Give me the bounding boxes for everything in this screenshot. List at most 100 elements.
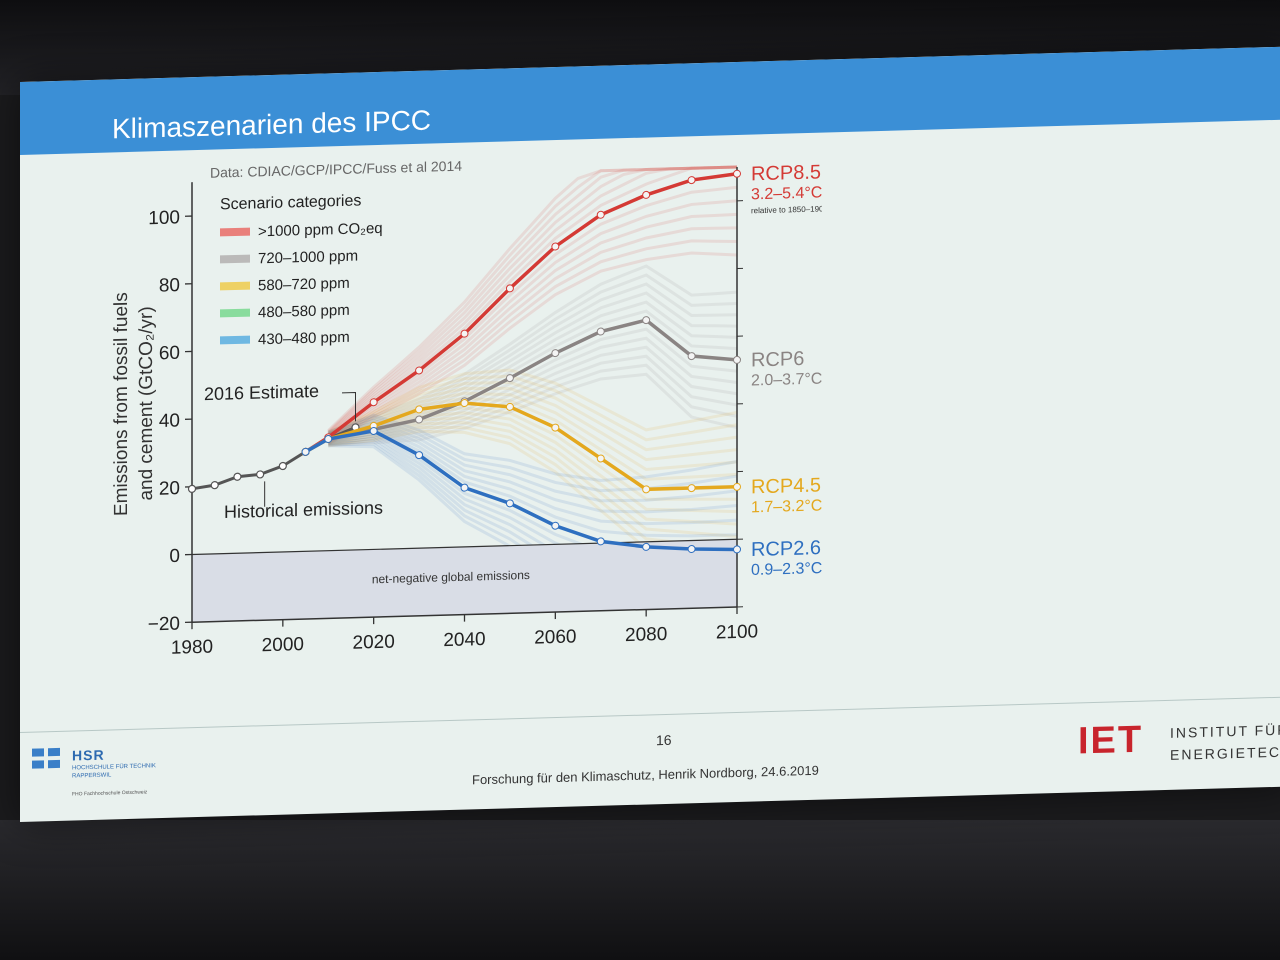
- rcp26-point: [415, 451, 424, 460]
- hsr-name: HSR: [72, 746, 105, 764]
- rcp85-point: [596, 210, 605, 219]
- rcp26-point: [505, 499, 514, 508]
- page-number: 16: [656, 731, 672, 749]
- rcp6-point: [415, 415, 424, 424]
- rcp85-point: [687, 176, 696, 185]
- rcp85-point: [551, 242, 560, 251]
- historical-annotation: Historical emissions: [224, 498, 383, 522]
- slide-title: Klimaszenarien des IPCC: [112, 104, 432, 145]
- series-layer: [187, 169, 741, 554]
- rcp26-point: [369, 426, 378, 435]
- rcp85-point: [505, 284, 514, 293]
- rcp45-point: [551, 423, 560, 432]
- x-tick-label: 2080: [625, 624, 667, 646]
- y-tick-label: −20: [148, 614, 180, 636]
- historical-point: [187, 484, 197, 493]
- rcp45-point: [505, 402, 514, 411]
- y-tick-label: 20: [159, 478, 180, 500]
- rcp26-point: [324, 435, 333, 444]
- historical-point: [210, 481, 219, 490]
- rcp6-point: [551, 349, 560, 358]
- chart-source-label: Data: CDIAC/GCP/IPCC/Fuss et al 2014: [210, 158, 462, 181]
- rcp85-range: 3.2–5.4°C: [751, 184, 822, 203]
- rcp85-point: [642, 190, 651, 199]
- rcp45-point: [642, 485, 651, 494]
- legend-title: Scenario categories: [220, 192, 361, 213]
- x-tick-label: 1980: [171, 637, 213, 659]
- zero-line: [192, 538, 737, 556]
- institute-name-line-2: ENERGIETECH: [1170, 743, 1280, 763]
- x-tick-label: 2000: [262, 634, 304, 656]
- hsr-subtitle-2: RAPPERSWIL: [72, 772, 112, 780]
- room-background-bottom: [0, 820, 1280, 960]
- legend-label: 720–1000 ppm: [258, 248, 358, 268]
- rcp26-point: [733, 545, 741, 554]
- rcp45-point: [415, 405, 424, 414]
- rcp26-point: [642, 542, 651, 551]
- rcp85-point: [415, 366, 424, 375]
- x-tick-label: 2060: [534, 626, 576, 648]
- rcp6-label: RCP6: [751, 348, 804, 371]
- rcp45-label: RCP4.5: [751, 474, 821, 498]
- rcp6-point: [733, 355, 741, 364]
- rcp26-point: [460, 483, 469, 492]
- estimate-pointer: [342, 392, 356, 422]
- rcp45-point: [733, 482, 741, 491]
- net-negative-area: [192, 539, 737, 623]
- rcp6-point: [505, 374, 514, 383]
- rcp26-label: RCP2.6: [751, 537, 821, 561]
- legend-label: 580–720 ppm: [258, 275, 350, 295]
- chart-labels: Data: CDIAC/GCP/IPCC/Fuss et al 2014 RCP8…: [204, 158, 822, 587]
- scenario-band-rcp45: [327, 368, 738, 563]
- legend-label: 480–580 ppm: [258, 302, 350, 322]
- legend-label: 430–480 ppm: [258, 329, 350, 349]
- temperature-note: relative to 1850–1900: [751, 204, 822, 215]
- footer-text: Forschung für den Klimaschutz, Henrik No…: [472, 762, 819, 788]
- rcp26-range: 0.9–2.3°C: [751, 560, 822, 579]
- iet-logo: IET: [1078, 718, 1144, 763]
- rcp6-point: [596, 327, 605, 336]
- y-tick-label: 40: [159, 410, 180, 432]
- x-tick-label: 2100: [716, 621, 758, 643]
- estimate-annotation: 2016 Estimate: [204, 381, 319, 404]
- historical-point: [256, 470, 265, 479]
- hsr-subtitle-1: HOCHSCHULE FÜR TECHNIK: [72, 763, 156, 772]
- hsr-logo: HSR HOCHSCHULE FÜR TECHNIK RAPPERSWIL FH…: [32, 741, 232, 807]
- historical-point: [233, 472, 242, 481]
- rcp26-point: [687, 545, 696, 554]
- y-tick-label: 100: [148, 207, 180, 229]
- x-tick-label: 2040: [443, 629, 485, 651]
- rcp45-point: [460, 399, 469, 408]
- y-tick-label: 80: [159, 275, 180, 297]
- y-tick-label: 0: [169, 546, 180, 567]
- legend-swatch: [220, 308, 250, 318]
- rcp85-point: [733, 169, 741, 178]
- rcp6-point: [687, 352, 696, 361]
- presentation-slide: Klimaszenarien des IPCC −20 0 20 40 60 80 100 1…: [20, 46, 1280, 822]
- chart-legend: Scenario categories >1000 ppm CO₂eq 720–10…: [220, 192, 383, 349]
- y-axis-title-line-2: and cement (GtCO₂/yr): [136, 306, 157, 501]
- institute-name-line-1: INSTITUT FÜR: [1170, 721, 1280, 741]
- rcp45-point: [596, 454, 605, 463]
- rcp26-point: [551, 521, 560, 530]
- rcp45-range: 1.7–3.2°C: [751, 497, 822, 516]
- rcp26-point: [596, 537, 605, 546]
- x-tick-label: 2020: [353, 632, 395, 654]
- hsr-subtitle-3: FHO Fachhochschule Ostschweiz: [72, 789, 148, 798]
- legend-swatch: [220, 281, 250, 291]
- rcp6-range: 2.0–3.7°C: [751, 371, 822, 390]
- rcp85-label: RCP8.5: [751, 161, 821, 185]
- legend-swatch: [220, 254, 250, 264]
- scenario-band-rcp85: [327, 165, 738, 446]
- legend-swatch: [220, 335, 250, 345]
- y-tick-label: 60: [159, 343, 180, 365]
- legend-swatch: [220, 227, 250, 237]
- rcp45-point: [687, 484, 696, 493]
- rcp85-point: [460, 329, 469, 338]
- net-negative-region: [192, 539, 737, 623]
- net-negative-label: net-negative global emissions: [372, 568, 530, 586]
- historical-point: [278, 461, 287, 471]
- rcp6-point: [642, 316, 651, 325]
